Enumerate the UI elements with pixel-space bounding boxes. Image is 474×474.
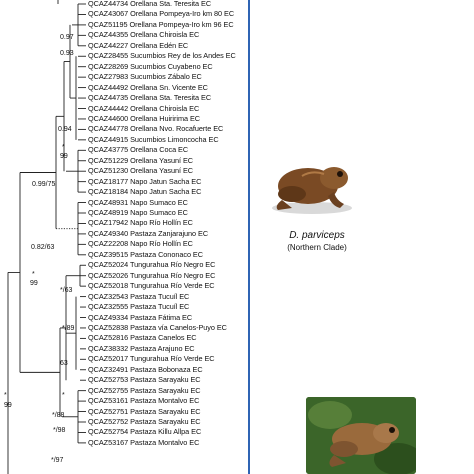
support-value: 99 [4,402,12,409]
leaf-label: QCAZ38332 Pastaza Arajuno EC [88,343,195,353]
leaf-label: QCAZ52838 Pastaza vía Canelos-Puyo EC [88,322,227,332]
leaf-label: QCAZ32491 Pastaza Bobonaza EC [88,364,203,374]
leaf-label: QCAZ53161 Pastaza Montalvo EC [88,396,200,406]
support-value: 63 [60,360,68,367]
support-value: */89 [62,325,75,332]
support-value: 0.99/75 [32,181,56,188]
leaf-label: QCAZ49334 Pastaza Fátima EC [88,312,193,322]
leaf-label: QCAZ52751 Pastaza Sarayaku EC [88,406,201,416]
leaf-label: QCAZ44735 Orellana Sta. Teresita EC [88,93,212,103]
support-value: * [32,271,35,278]
leaf-label: QCAZ44600 Orellana Huiririma EC [88,113,200,123]
leaf-label: QCAZ17942 Napo Río Hollín EC [88,218,193,228]
support-value: 0.97 [60,34,74,41]
leaf-label: QCAZ51229 Orellana Yasuní EC [88,155,194,165]
leaf-label: QCAZ44227 Orellana Edén EC [88,40,189,50]
leaf-label: QCAZ52755 Pastaza Sarayaku EC [88,385,201,395]
leaf-label: QCAZ28269 Sucumbios Cuyabeno EC [88,61,213,71]
frog-photo-southern [306,397,416,474]
leaf-label: QCAZ51230 Orellana Yasuní EC [88,166,194,176]
leaf-label: QCAZ44734 Orellana Sta. Teresita EC [88,0,212,8]
leaf-label: QCAZ53167 Pastaza Montalvo EC [88,437,200,447]
leaf-label: QCAZ44442 Orellana Chiroisla EC [88,103,200,113]
support-value: 0.94 [58,126,72,133]
leaf-label: QCAZ44355 Orellana Chiroisla EC [88,30,200,40]
leaf-label: QCAZ43067 Orellana Pompeya-Iro km 80 EC [88,9,235,19]
support-value: */63 [60,287,73,294]
leaf-label: QCAZ52024 Tungurahua Río Negro EC [88,260,216,270]
support-value: 99 [30,280,38,287]
leaf-label: QCAZ52754 Pastaza Killu Allpa EC [88,427,202,437]
support-value: */98 [53,427,66,434]
support-value: * [62,392,65,399]
leaf-label: QCAZ52018 Tungurahua Río Verde EC [88,281,215,291]
leaf-label: QCAZ52816 Pastaza Canelos EC [88,333,197,343]
leaf-label: QCAZ44492 Orellana Sn. Vicente EC [88,82,208,92]
leaf-label: QCAZ51195 Orellana Pompeya-Iro km 96 EC [88,19,234,29]
leaf-label: QCAZ49340 Pastaza Zanjarajuno EC [88,228,209,238]
leaf-label: QCAZ52017 Tungurahua Río Verde EC [88,354,215,364]
support-value: * [4,392,7,399]
leaf-label: QCAZ44778 Orellana Nvo. Rocafuerte EC [88,124,224,134]
clade-name: (Northern Clade) [287,243,347,252]
leaf-label: QCAZ18184 Napo Jatun Sacha EC [88,187,202,197]
leaf-label: QCAZ52026 Tungurahua Río Negro EC [88,270,216,280]
leaf-label: QCAZ52753 Pastaza Sarayaku EC [88,375,201,385]
support-value: 0.93 [60,50,74,57]
northern-clade-bar [248,0,250,474]
leaf-label: QCAZ39515 Pastaza Cononaco EC [88,249,203,259]
support-value: */97 [51,457,64,464]
support-value: 99 [60,153,68,160]
leaf-label: QCAZ48931 Napo Sumaco EC [88,197,188,207]
leaf-label: QCAZ52752 Pastaza Sarayaku EC [88,417,201,426]
species-name: D. parviceps [289,230,345,241]
leaf-label: QCAZ32543 Pastaza Tucuíl EC [88,291,190,301]
leaf-label: QCAZ48919 Napo Sumaco EC [88,208,188,217]
leaf-label: QCAZ44915 Sucumbios Limoncocha EC [88,134,219,144]
frog-photo-northern [272,167,352,214]
leaf-label: QCAZ27983 Sucumbios Zábalo EC [88,72,202,82]
leaf-label: QCAZ43775 Orellana Coca EC [88,145,189,155]
leaf-label: QCAZ28455 Sucumbios Rey de los Andes EC [88,51,236,61]
support-value: 0.82/63 [31,244,55,251]
leaf-label: QCAZ32555 Pastaza Tucuíl EC [88,302,190,312]
leaf-label: QCAZ18177 Napo Jatun Sacha EC [88,176,202,186]
support-value: * [62,144,65,151]
leaf-label: QCAZ22208 Napo Río Hollín EC [88,239,193,249]
support-value: */88 [52,412,65,419]
